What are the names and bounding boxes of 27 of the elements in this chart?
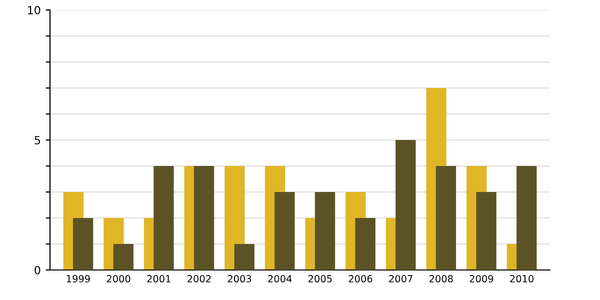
bar (113, 244, 134, 270)
bar (396, 140, 416, 270)
bar (314, 192, 336, 270)
bar (436, 166, 456, 270)
bar (234, 244, 254, 270)
bar (355, 218, 376, 270)
x-tick-label: 2000 (106, 275, 130, 282)
x-tick-label: 2007 (389, 275, 412, 282)
y-tick-label: 5 (34, 136, 40, 144)
x-tick-label: 2008 (429, 275, 453, 282)
x-tick-label: 2006 (348, 275, 372, 282)
x-tick-label: 1999 (66, 275, 90, 282)
bar (516, 166, 537, 270)
x-tick-label: 2009 (470, 275, 494, 282)
x-tick-label: 2003 (228, 275, 252, 282)
x-tick-label: 2001 (147, 275, 170, 282)
x-tick-label: 2002 (188, 275, 211, 282)
x-tick-label: 2010 (510, 275, 534, 282)
bar (72, 218, 94, 270)
x-tick-label: 2004 (268, 275, 292, 282)
bar (476, 192, 496, 270)
x-tick-label: 2005 (308, 275, 332, 282)
y-tick-label: 0 (34, 266, 40, 274)
bar (274, 192, 295, 270)
bar (154, 166, 174, 270)
bar (194, 166, 214, 270)
y-tick-label: 10 (28, 6, 40, 14)
